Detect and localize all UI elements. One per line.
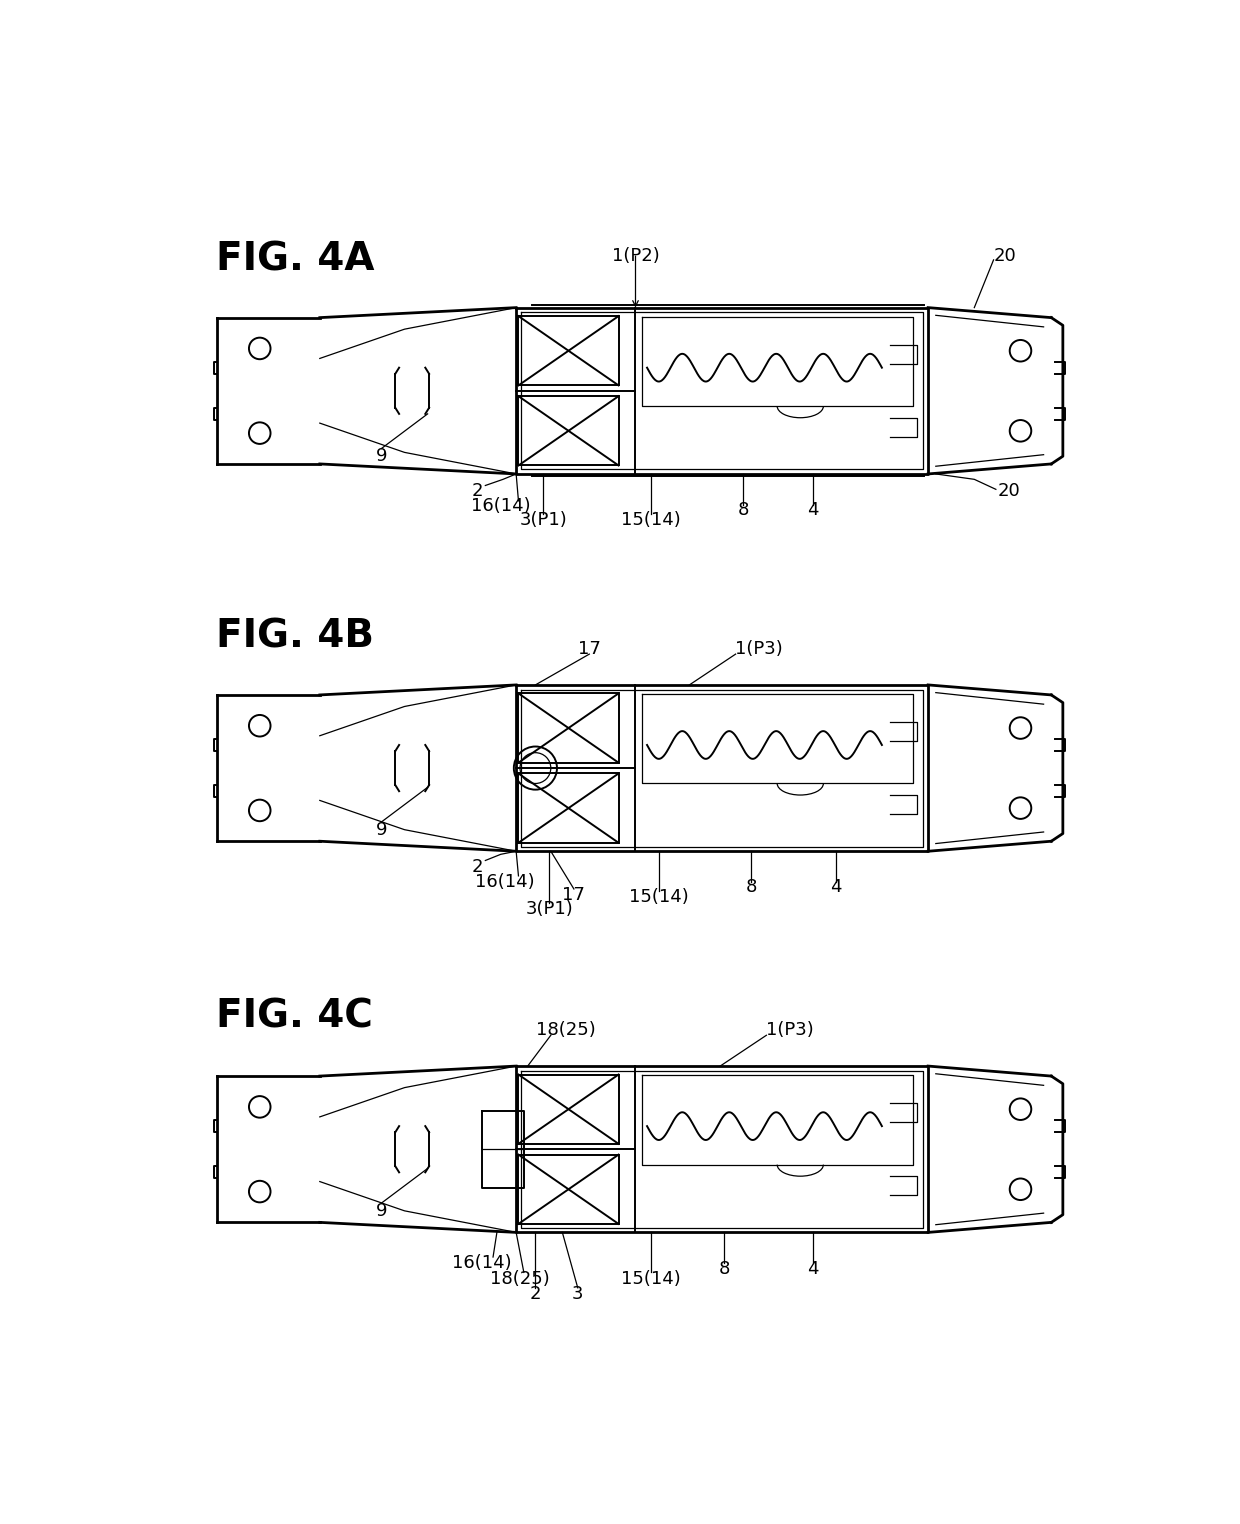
Text: FIG. 4B: FIG. 4B (216, 617, 373, 655)
Text: 20: 20 (993, 247, 1017, 265)
Text: 8: 8 (745, 878, 756, 896)
Text: 15(14): 15(14) (621, 511, 681, 529)
Bar (518, 774, 619, 843)
Text: 8: 8 (718, 1259, 729, 1277)
Text: 9: 9 (376, 1202, 387, 1219)
Text: 4: 4 (807, 501, 818, 520)
Text: 1(P3): 1(P3) (735, 640, 782, 658)
Text: 16(14): 16(14) (471, 497, 531, 515)
Bar (518, 1155, 619, 1224)
Text: 4: 4 (830, 878, 842, 896)
Text: 1(P3): 1(P3) (765, 1021, 813, 1039)
Text: 15(14): 15(14) (621, 1269, 681, 1288)
Text: 20: 20 (997, 482, 1021, 500)
Bar (518, 396, 619, 465)
Text: FIG. 4C: FIG. 4C (216, 998, 373, 1035)
Text: 17: 17 (578, 640, 600, 658)
Text: 4: 4 (807, 1259, 818, 1277)
Text: FIG. 4A: FIG. 4A (216, 241, 374, 279)
Bar (518, 315, 619, 386)
Text: 18(25): 18(25) (537, 1021, 596, 1039)
Text: 16(14): 16(14) (451, 1254, 511, 1273)
Text: 2: 2 (472, 858, 484, 876)
Text: 9: 9 (376, 447, 387, 465)
Text: 2: 2 (472, 482, 484, 500)
Text: 1(P2): 1(P2) (611, 247, 660, 265)
Text: 17: 17 (563, 885, 585, 904)
Text: 9: 9 (376, 821, 387, 838)
Text: 8: 8 (738, 501, 749, 520)
Text: 2: 2 (529, 1285, 541, 1303)
Text: 3: 3 (572, 1285, 584, 1303)
Text: 18(25): 18(25) (490, 1269, 549, 1288)
Text: 3(P1): 3(P1) (526, 901, 573, 917)
Text: 16(14): 16(14) (475, 873, 534, 892)
Text: 15(14): 15(14) (629, 888, 688, 907)
Bar (518, 693, 619, 762)
Bar (518, 1074, 619, 1145)
Text: 3(P1): 3(P1) (520, 511, 567, 529)
